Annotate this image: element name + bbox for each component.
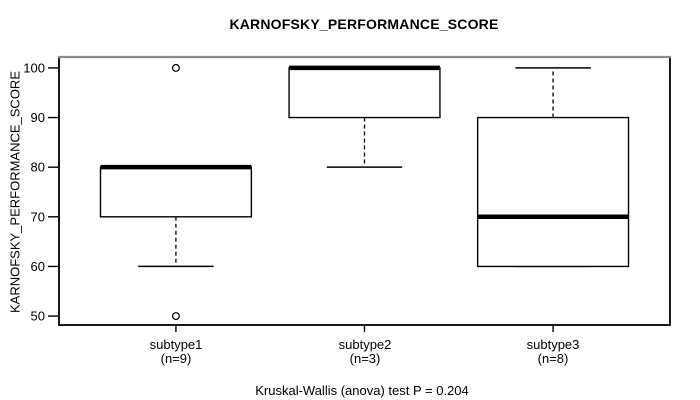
iqr-box-subtype1 — [99, 166, 253, 218]
y-axis-tick-label: 50 — [31, 309, 45, 324]
outlier-point-subtype1 — [171, 312, 180, 321]
x-category-label-subtype1: subtype1 (n=9) — [150, 338, 203, 366]
chart-title: KARNOFSKY_PERFORMANCE_SCORE — [229, 16, 499, 32]
y-axis-tick-label: 60 — [31, 259, 45, 274]
y-axis-tick-label: 80 — [31, 160, 45, 175]
x-category-label-subtype3: subtype3 (n=8) — [527, 338, 580, 366]
group-label: subtype2 — [338, 337, 392, 352]
group-label: subtype1 — [149, 337, 203, 352]
y-axis-tick-label: 90 — [31, 110, 45, 125]
group-n-label: (n=9) — [160, 351, 192, 366]
y-axis-tick-label: 100 — [23, 60, 45, 75]
group-n-label: (n=3) — [349, 351, 381, 366]
outlier-point-subtype1 — [171, 63, 180, 72]
iqr-box-subtype2 — [288, 67, 441, 119]
iqr-box-subtype3 — [476, 116, 630, 268]
group-n-label: (n=8) — [537, 351, 569, 366]
group-label: subtype3 — [526, 337, 580, 352]
statistical-test-footnote: Kruskal-Wallis (anova) test P = 0.204 — [255, 383, 469, 398]
y-axis-tick-label: 70 — [31, 209, 45, 224]
x-category-label-subtype2: subtype2 (n=3) — [339, 338, 392, 366]
